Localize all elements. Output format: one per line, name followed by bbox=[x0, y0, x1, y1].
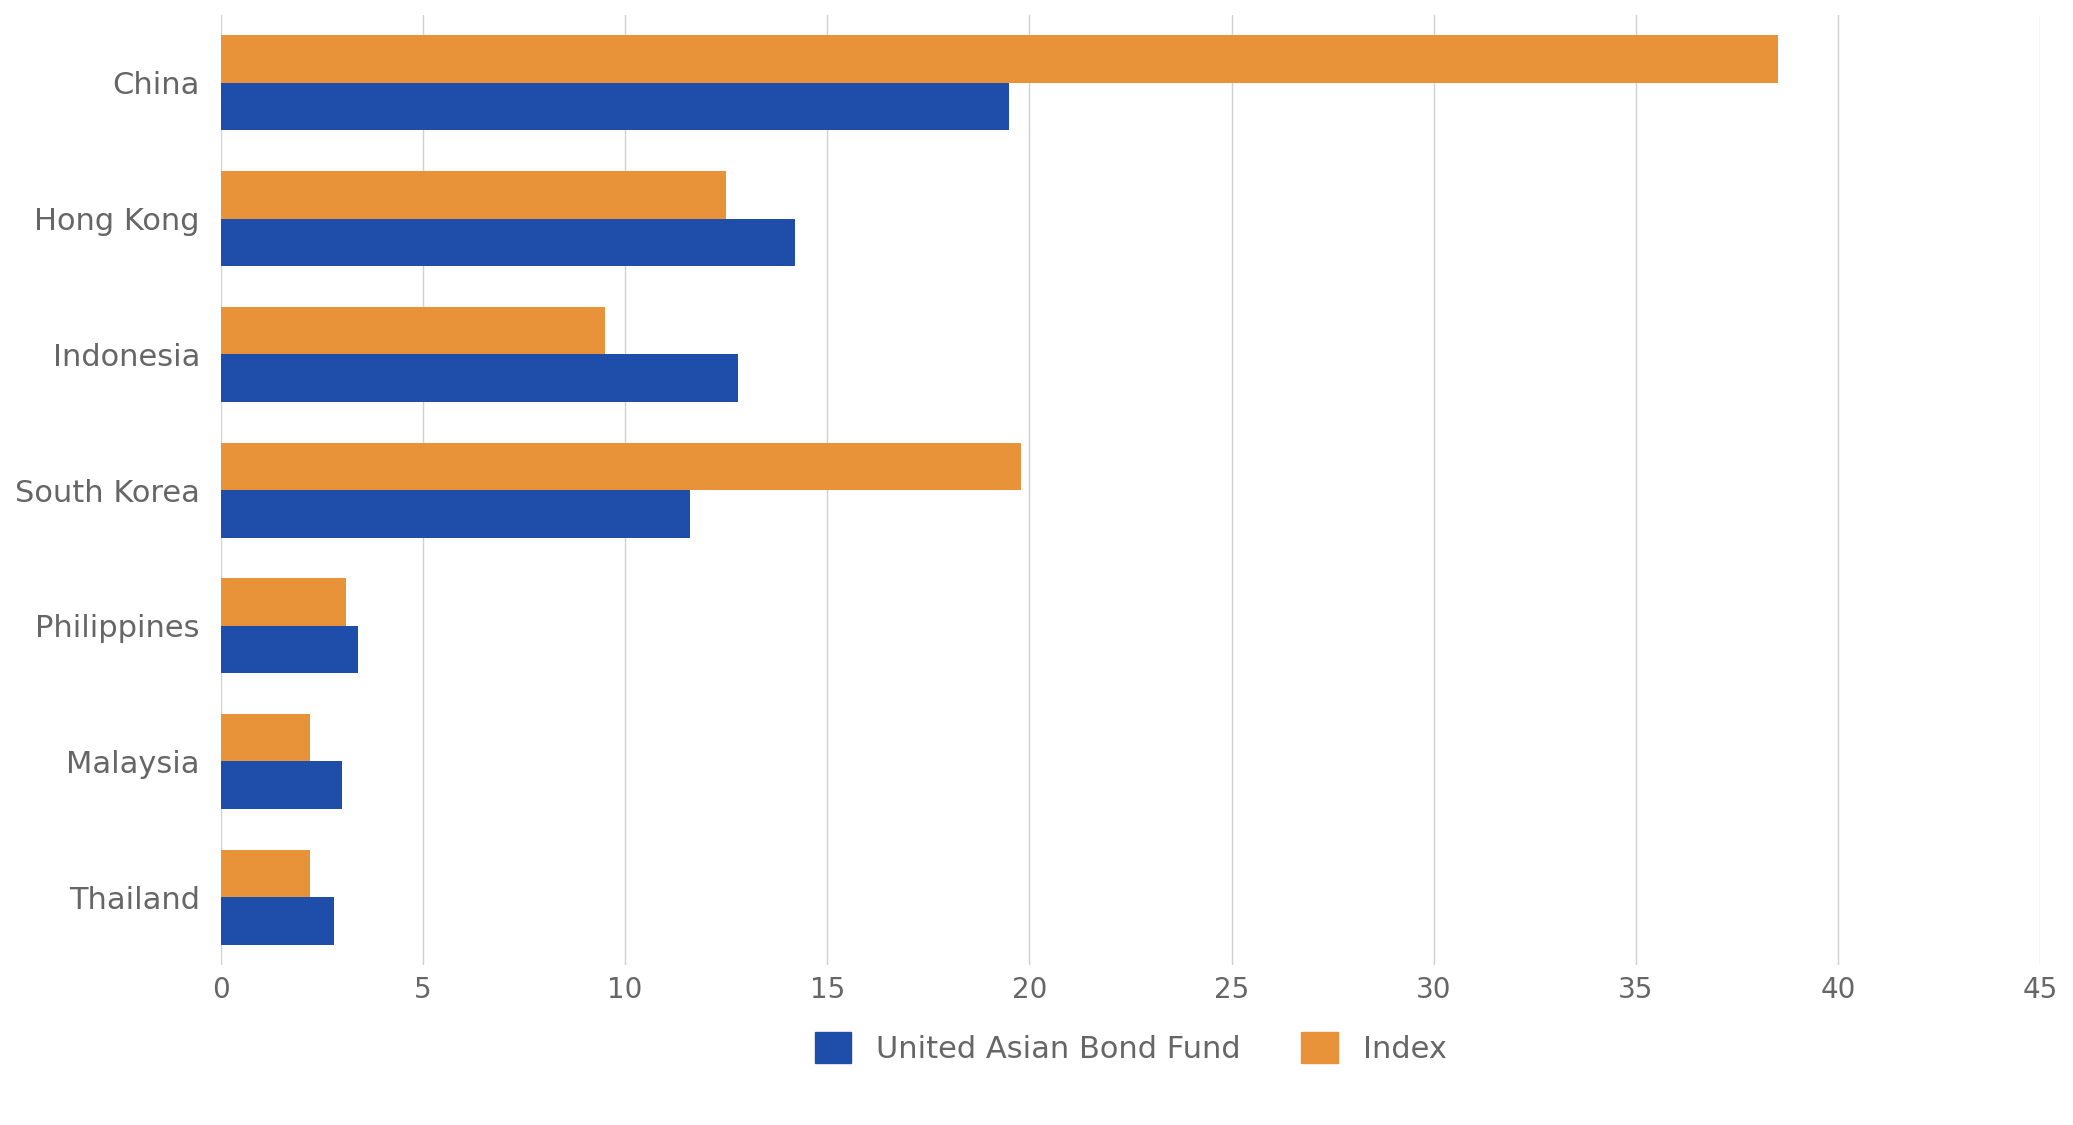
Bar bbox=[220, 762, 342, 809]
Bar bbox=[220, 171, 726, 218]
Bar bbox=[220, 307, 605, 354]
Bar bbox=[220, 83, 1010, 130]
Bar bbox=[220, 35, 1777, 83]
Bar bbox=[220, 626, 359, 673]
Bar bbox=[220, 354, 738, 402]
Bar bbox=[220, 898, 334, 945]
Bar bbox=[220, 218, 794, 267]
Bar bbox=[220, 490, 690, 538]
Bar bbox=[220, 578, 346, 626]
Bar bbox=[220, 849, 309, 898]
Bar bbox=[220, 442, 1022, 490]
Legend: United Asian Bond Fund, Index: United Asian Bond Fund, Index bbox=[815, 1032, 1447, 1064]
Bar bbox=[220, 714, 309, 762]
